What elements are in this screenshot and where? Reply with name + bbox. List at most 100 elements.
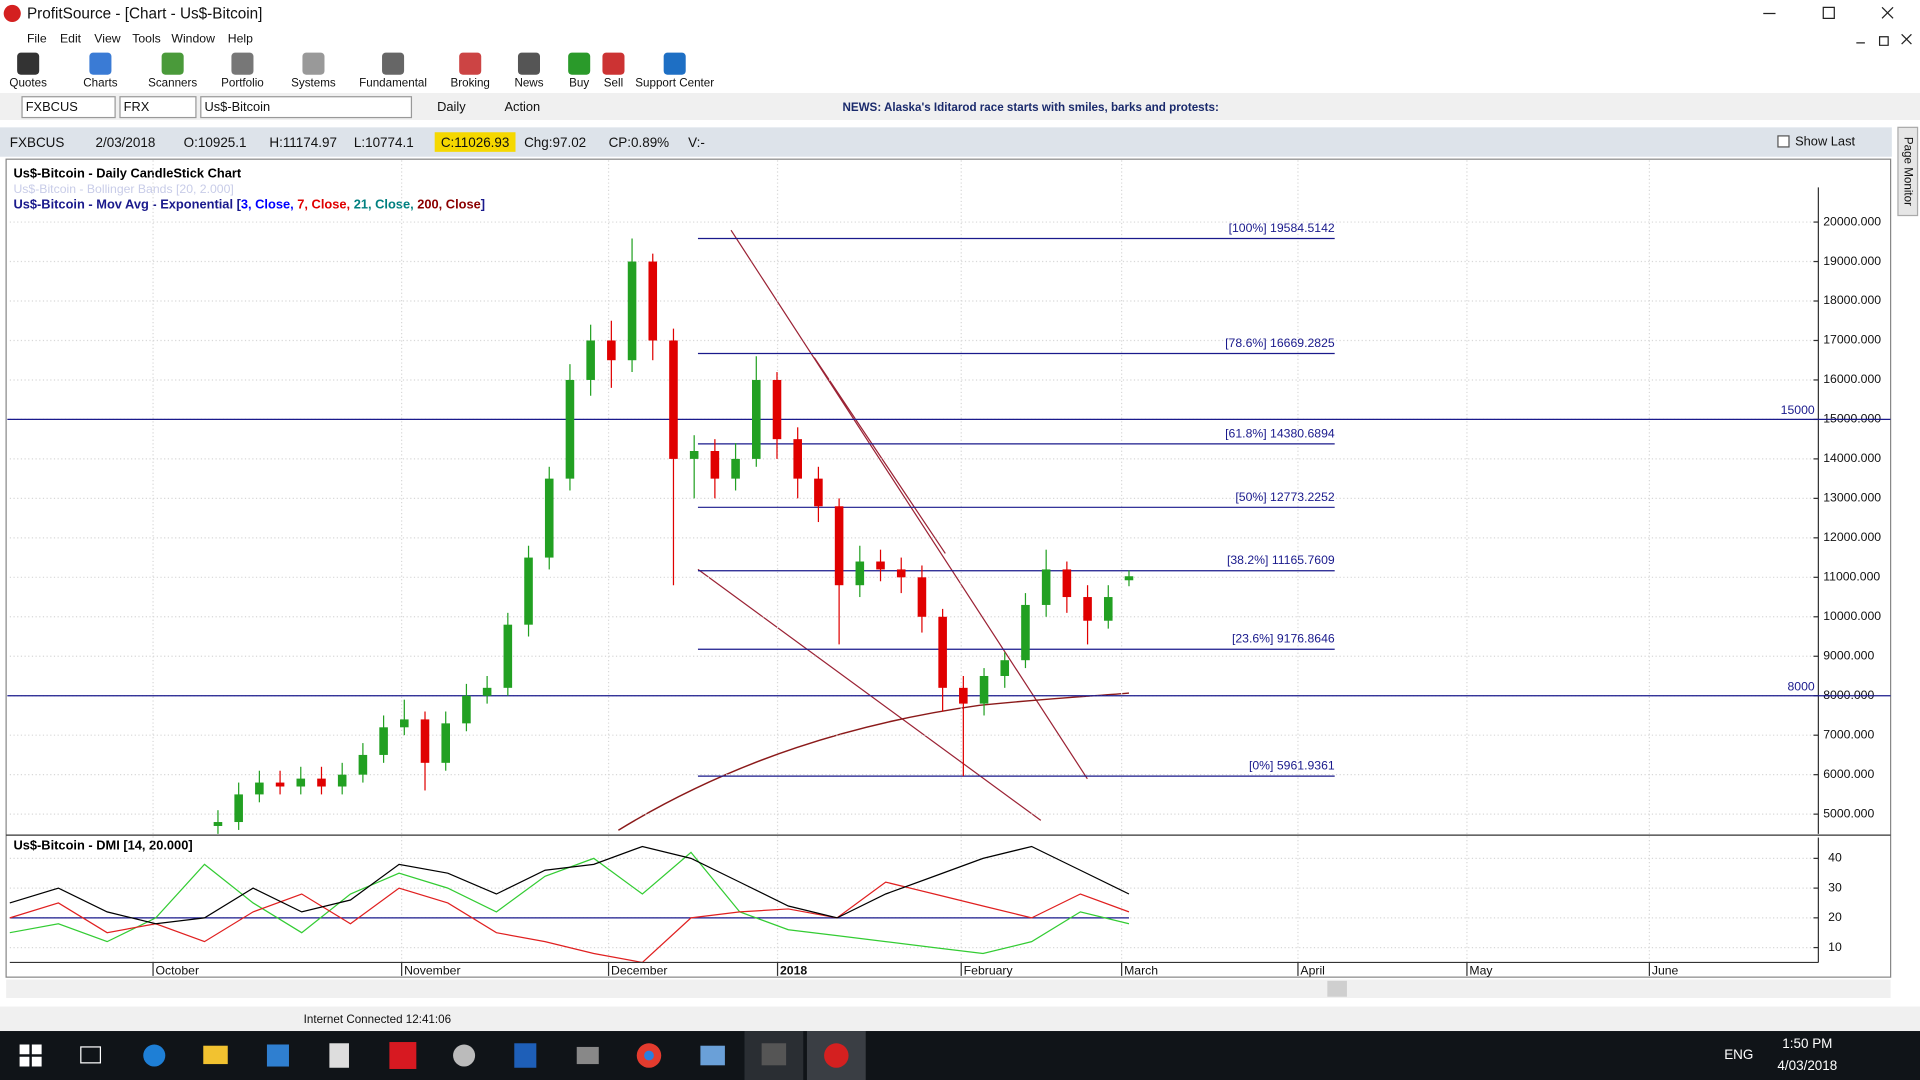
toolbar-icon[interactable]	[231, 52, 254, 75]
toolbar-icon[interactable]	[89, 52, 112, 75]
candle-body	[586, 340, 595, 380]
fib-label: [78.6%] 16669.2825	[1225, 336, 1335, 350]
candle-body	[565, 379, 575, 479]
toolbar-label[interactable]: Quotes	[9, 76, 47, 89]
menu-item[interactable]: Edit	[60, 31, 82, 45]
news-ticker[interactable]: NEWS: Alaska's Iditarod race starts with…	[842, 101, 1218, 114]
candle-body	[1000, 660, 1010, 676]
x-tick-label: May	[1469, 963, 1493, 977]
candle-body	[979, 675, 989, 704]
period[interactable]: Daily	[437, 99, 466, 114]
candle-body	[1124, 576, 1134, 581]
taskbar	[0, 1031, 1920, 1080]
y-tick-label: 40	[1828, 851, 1842, 865]
toolbar-label[interactable]: Systems	[291, 76, 336, 89]
toolbar-label[interactable]: Sell	[604, 76, 623, 89]
menu-item[interactable]: Tools	[132, 31, 161, 45]
x-tick-label: November	[404, 963, 460, 977]
status-text: Internet Connected 12:41:06	[304, 1013, 451, 1026]
legend-part: 7, Close,	[297, 197, 353, 212]
toolbar-icon[interactable]	[161, 52, 184, 75]
candle-body	[1083, 597, 1092, 621]
toolbar-label[interactable]: Support Center	[635, 76, 714, 89]
candle-body	[834, 506, 844, 586]
toolbar-icon[interactable]	[568, 52, 591, 75]
toolbar-icon[interactable]	[17, 52, 40, 75]
fib-label: [0%] 5961.9361	[1249, 759, 1335, 773]
side-tab[interactable]	[1897, 126, 1919, 217]
candle-body	[689, 451, 699, 459]
code-box[interactable]	[21, 96, 116, 119]
menu-item[interactable]: Window	[171, 31, 215, 45]
legend-part: ]	[481, 197, 485, 212]
toolbar-label[interactable]: Buy	[569, 76, 589, 89]
candle-body	[524, 557, 533, 625]
dmi-title: Us$-Bitcoin - DMI [14, 20.000]	[13, 838, 192, 853]
info-item: L:10774.1	[354, 135, 414, 150]
toolbar-label[interactable]: News	[514, 76, 543, 89]
symbol-code: FXBCUS	[26, 99, 78, 114]
menu-item[interactable]: File	[27, 31, 47, 45]
toolbar-icon[interactable]	[663, 52, 686, 75]
chart-title: Us$-Bitcoin - Daily CandleStick Chart	[13, 165, 241, 180]
legend-part: 200, Close	[417, 197, 481, 212]
info-item: H:11174.97	[269, 135, 337, 150]
clock-date[interactable]: 4/03/2018	[1777, 1058, 1837, 1073]
candle-body	[462, 695, 471, 724]
y-tick-label: 11000.000	[1823, 570, 1880, 584]
candle-body	[296, 778, 306, 787]
candle-body	[793, 439, 802, 479]
trend-lines	[697, 229, 1088, 821]
fib-label: [38.2%] 11165.7609	[1227, 553, 1335, 567]
toolbar-icon[interactable]	[517, 52, 540, 75]
scroll-thumb[interactable]	[1327, 980, 1347, 997]
y-tick-label: 19000.000	[1823, 254, 1881, 268]
x-tick-label: 2018	[780, 963, 807, 977]
clock-time[interactable]: 1:50 PM	[1782, 1036, 1832, 1051]
menu-item[interactable]: View	[94, 31, 120, 45]
y-tick-label: 10000.000	[1823, 609, 1881, 623]
legend-part: 21, Close,	[354, 197, 418, 212]
toolbar-icon[interactable]	[459, 52, 482, 75]
toolbar-label[interactable]: Fundamental	[359, 76, 427, 89]
y-tick-label: 10	[1828, 940, 1842, 954]
y-tick-label: 18000.000	[1823, 293, 1881, 307]
show-last-checkbox[interactable]	[1777, 135, 1790, 148]
candle-body	[420, 719, 430, 763]
scrollbar[interactable]	[6, 979, 1891, 998]
y-tick-label: 20	[1828, 910, 1842, 924]
candle-body	[234, 794, 243, 823]
exchange-box[interactable]	[119, 96, 197, 119]
toolbar-label[interactable]: Broking	[450, 76, 489, 89]
candle-body	[503, 624, 513, 688]
toolbar-label[interactable]: Scanners	[148, 76, 197, 89]
toolbar-icon[interactable]	[382, 52, 405, 75]
candle-body	[213, 822, 223, 826]
candle-body	[482, 687, 492, 696]
chart-frame	[5, 158, 1892, 978]
candle-body	[1041, 569, 1051, 605]
toolbar-icon[interactable]	[302, 52, 325, 75]
x-tick-label: March	[1124, 963, 1158, 977]
candle-body	[275, 782, 285, 787]
candle-body	[400, 719, 409, 728]
toolbar-label[interactable]: Portfolio	[221, 76, 264, 89]
name-box[interactable]	[200, 96, 413, 119]
candle-body	[358, 754, 368, 775]
x-tick-label: April	[1300, 963, 1324, 977]
taskbar-icons[interactable]	[19, 1031, 866, 1080]
menu-item[interactable]: Help	[228, 31, 253, 45]
toolbar-icon[interactable]	[602, 52, 625, 75]
language[interactable]: ENG	[1724, 1047, 1753, 1062]
info-bar	[0, 127, 1892, 157]
info-item: C:11026.93	[441, 135, 510, 150]
child-controls[interactable]	[1856, 33, 1912, 46]
action[interactable]: Action	[504, 99, 540, 114]
toolbar-label[interactable]: Charts	[83, 76, 117, 89]
window-controls[interactable]	[1763, 6, 1894, 19]
info-item: CP:0.89%	[609, 135, 670, 150]
candle-body	[917, 577, 927, 617]
y-tick-label: 13000.000	[1823, 491, 1881, 505]
